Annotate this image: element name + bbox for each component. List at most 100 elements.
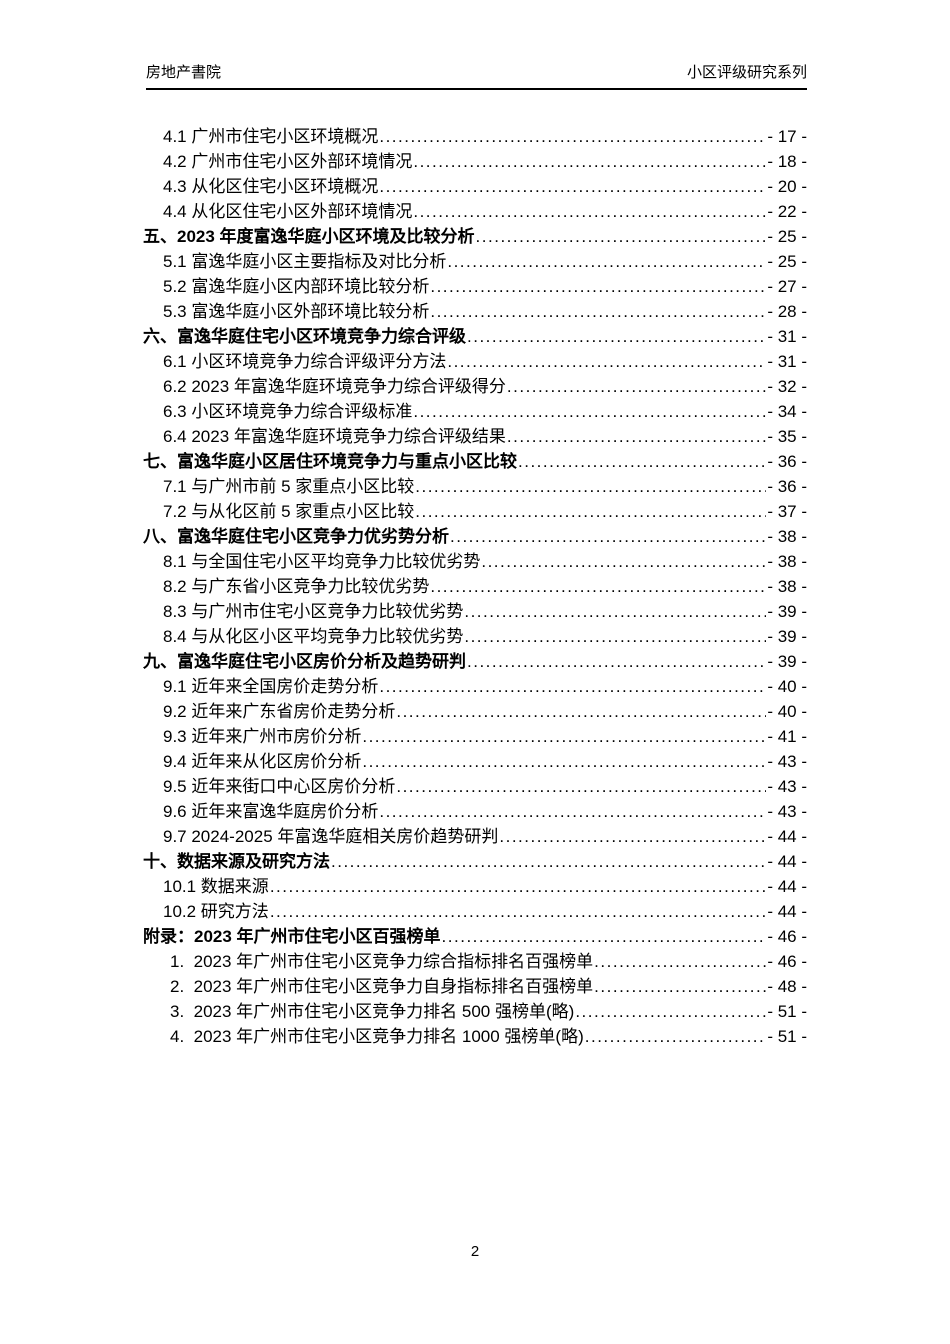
toc-entry-title: 4.4 从化区住宅小区外部环境情况: [163, 202, 413, 221]
toc-entry-page: - 48 -: [767, 977, 807, 996]
toc-dot-leader: [413, 399, 766, 424]
toc-entry-page: - 44 -: [767, 877, 807, 896]
toc-entry: 6.4 2023 年富逸华庭环境竞争力综合评级结果 - 35 -: [143, 424, 807, 449]
toc-entry-title: 6.2 2023 年富逸华庭环境竞争力综合评级得分: [163, 377, 506, 396]
toc-entry: 九、富逸华庭住宅小区房价分析及趋势研判 - 39 -: [143, 649, 807, 674]
toc-dot-leader: [396, 774, 766, 799]
toc-entry-title: 10.1 数据来源: [163, 877, 269, 896]
toc-entry-title: 附录：2023 年广州市住宅小区百强榜单: [143, 927, 441, 946]
toc-dot-leader: [413, 149, 766, 174]
page-header: 房地产書院 小区评级研究系列: [146, 62, 807, 90]
toc-entry: 1. 2023 年广州市住宅小区竞争力综合指标排名百强榜单 - 46 -: [143, 949, 807, 974]
toc-entry: 10.1 数据来源 - 44 -: [143, 874, 807, 899]
toc-entry-title: 八、富逸华庭住宅小区竞争力优劣势分析: [143, 527, 449, 546]
toc-entry-title: 4.1 广州市住宅小区环境概况: [163, 127, 379, 146]
toc-dot-leader: [467, 324, 766, 349]
toc-dot-leader: [379, 124, 766, 149]
toc-entry: 6.2 2023 年富逸华庭环境竞争力综合评级得分 - 32 -: [143, 374, 807, 399]
toc-dot-leader: [270, 899, 767, 924]
toc-entry: 9.6 近年来富逸华庭房价分析 - 43 -: [143, 799, 807, 824]
toc-dot-leader: [379, 674, 766, 699]
toc-entry: 3. 2023 年广州市住宅小区竞争力排名 500 强榜单(略) - 51 -: [143, 999, 807, 1024]
toc-entry-page: - 39 -: [767, 627, 807, 646]
toc-entry-title: 7.2 与从化区前 5 家重点小区比较: [163, 502, 415, 521]
toc-entry-page: - 39 -: [767, 602, 807, 621]
toc-entry: 9.7 2024-2025 年富逸华庭相关房价趋势研判 - 44 -: [143, 824, 807, 849]
toc-entry: 8.4 与从化区小区平均竞争力比较优劣势 - 39 -: [143, 624, 807, 649]
toc-dot-leader: [447, 349, 766, 374]
toc-dot-leader: [499, 824, 766, 849]
toc-dot-leader: [413, 199, 766, 224]
toc-entry-page: - 36 -: [767, 452, 807, 471]
toc-entry-title: 5.2 富逸华庭小区内部环境比较分析: [163, 277, 430, 296]
toc-entry-title: 7.1 与广州市前 5 家重点小区比较: [163, 477, 415, 496]
toc-entry: 五、2023 年度富逸华庭小区环境及比较分析 - 25 -: [143, 224, 807, 249]
toc-entry: 9.5 近年来街口中心区房价分析 - 43 -: [143, 774, 807, 799]
toc-dot-leader: [362, 724, 766, 749]
toc-dot-leader: [430, 274, 766, 299]
toc-dot-leader: [396, 699, 766, 724]
toc-entry: 六、富逸华庭住宅小区环境竞争力综合评级 - 31 -: [143, 324, 807, 349]
toc-dot-leader: [464, 624, 766, 649]
toc-entry: 8.1 与全国住宅小区平均竞争力比较优劣势 - 38 -: [143, 549, 807, 574]
toc-entry: 8.2 与广东省小区竞争力比较优劣势 - 38 -: [143, 574, 807, 599]
toc-entry-page: - 27 -: [767, 277, 807, 296]
toc-entry: 5.2 富逸华庭小区内部环境比较分析 - 27 -: [143, 274, 807, 299]
toc-dot-leader: [594, 974, 766, 999]
toc-entry: 十、数据来源及研究方法 - 44 -: [143, 849, 807, 874]
toc-entry-page: - 28 -: [767, 302, 807, 321]
toc-entry-title: 4.3 从化区住宅小区环境概况: [163, 177, 379, 196]
toc-entry-page: - 35 -: [767, 427, 807, 446]
toc-entry-page: - 39 -: [767, 652, 807, 671]
toc-entry-page: - 40 -: [767, 702, 807, 721]
toc-entry-page: - 40 -: [767, 677, 807, 696]
toc-entry-title: 3. 2023 年广州市住宅小区竞争力排名 500 强榜单(略): [170, 1002, 575, 1021]
toc-entry-title: 9.6 近年来富逸华庭房价分析: [163, 802, 379, 821]
toc-entry-page: - 25 -: [767, 227, 807, 246]
toc-entry: 7.1 与广州市前 5 家重点小区比较 - 36 -: [143, 474, 807, 499]
toc-list: 4.1 广州市住宅小区环境概况 - 17 - 4.2 广州市住宅小区外部环境情况 - …: [143, 124, 807, 1049]
toc-dot-leader: [447, 249, 766, 274]
toc-entry-page: - 25 -: [767, 252, 807, 271]
toc-dot-leader: [476, 224, 767, 249]
toc-entry-title: 9.3 近年来广州市房价分析: [163, 727, 362, 746]
page-number: 2: [470, 1243, 480, 1260]
toc-dot-leader: [362, 749, 766, 774]
toc-dot-leader: [481, 549, 766, 574]
toc-entry-page: - 17 -: [767, 127, 807, 146]
toc-entry-page: - 51 -: [767, 1027, 807, 1046]
toc-dot-leader: [379, 174, 766, 199]
toc-dot-leader: [430, 299, 766, 324]
toc-entry: 4.1 广州市住宅小区环境概况 - 17 -: [143, 124, 807, 149]
toc-entry-title: 5.3 富逸华庭小区外部环境比较分析: [163, 302, 430, 321]
toc-entry: 6.1 小区环境竞争力综合评级评分方法 - 31 -: [143, 349, 807, 374]
toc-entry: 9.2 近年来广东省房价走势分析 - 40 -: [143, 699, 807, 724]
toc-entry-page: - 46 -: [767, 927, 807, 946]
toc-entry-page: - 44 -: [767, 902, 807, 921]
toc-dot-leader: [442, 924, 767, 949]
toc-dot-leader: [464, 599, 766, 624]
toc-entry-page: - 31 -: [767, 352, 807, 371]
toc-dot-leader: [507, 424, 766, 449]
toc-entry-page: - 18 -: [767, 152, 807, 171]
toc-entry-page: - 31 -: [767, 327, 807, 346]
toc-entry-page: - 32 -: [767, 377, 807, 396]
toc-entry-title: 十、数据来源及研究方法: [143, 852, 330, 871]
toc-entry-title: 6.1 小区环境竞争力综合评级评分方法: [163, 352, 447, 371]
toc-dot-leader: [507, 374, 766, 399]
toc-entry-title: 9.5 近年来街口中心区房价分析: [163, 777, 396, 796]
toc-entry: 5.1 富逸华庭小区主要指标及对比分析 - 25 -: [143, 249, 807, 274]
toc-dot-leader: [415, 474, 766, 499]
toc-dot-leader: [585, 1024, 767, 1049]
toc-entry-page: - 43 -: [767, 802, 807, 821]
toc-entry: 9.4 近年来从化区房价分析 - 43 -: [143, 749, 807, 774]
toc-entry: 4.3 从化区住宅小区环境概况 - 20 -: [143, 174, 807, 199]
toc-dot-leader: [450, 524, 766, 549]
toc-entry-page: - 43 -: [767, 777, 807, 796]
toc-dot-leader: [575, 999, 766, 1024]
toc-entry-page: - 22 -: [767, 202, 807, 221]
toc-entry-title: 8.2 与广东省小区竞争力比较优劣势: [163, 577, 430, 596]
toc-entry-page: - 36 -: [767, 477, 807, 496]
toc-entry: 9.1 近年来全国房价走势分析 - 40 -: [143, 674, 807, 699]
